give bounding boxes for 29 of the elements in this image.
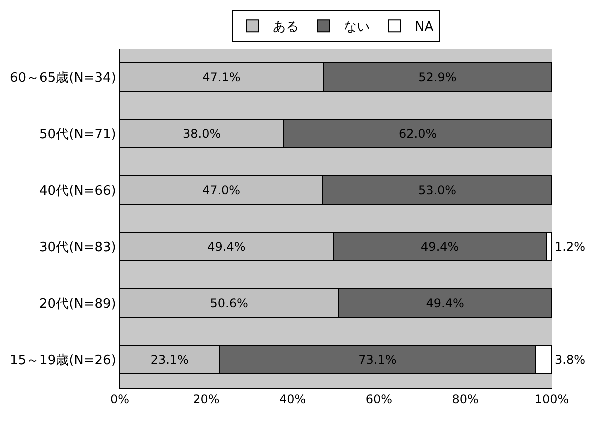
x-tick-label: 40% [279,392,306,406]
data-label: 53.0% [418,183,457,198]
y-tick-label: 20代(N=89) [40,296,116,312]
data-label: 62.0% [399,126,438,141]
y-tick-label: 15～19歳(N=26) [10,353,116,368]
data-label: 38.0% [183,126,222,141]
y-tick-label: 30代(N=83) [40,240,116,256]
x-tick-label: 20% [193,392,220,406]
legend-label: ある [273,20,299,36]
legend-label: NA [415,20,434,36]
data-label: 49.4% [426,296,464,310]
data-label: 73.1% [358,352,397,367]
data-label: 50.6% [210,296,248,310]
y-tick-label: 60～65歳(N=34) [10,70,116,86]
x-tick-label: 100% [534,392,570,406]
x-tick-label: 80% [452,392,479,406]
data-label: 52.9% [418,70,457,84]
data-label: 3.8% [555,352,586,367]
data-label: 47.1% [202,70,241,84]
data-label: 1.2% [555,240,586,254]
data-label: 23.1% [150,352,189,367]
data-label: 47.0% [202,183,241,198]
data-label: 49.4% [421,240,460,254]
y-tick-label: 50代(N=71) [40,127,116,142]
y-tick-label: 40代(N=66) [40,184,116,199]
legend-label: ない [344,20,370,36]
x-tick-label: 0% [110,392,130,406]
data-label: 49.4% [208,240,246,254]
x-tick-label: 60% [366,392,393,406]
